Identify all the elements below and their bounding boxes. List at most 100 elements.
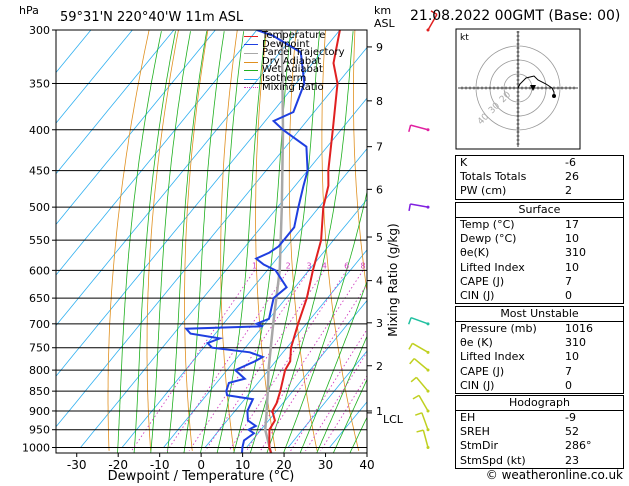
legend-swatch bbox=[244, 44, 258, 46]
mixing-ratio-line bbox=[259, 283, 367, 452]
wet-adiabat-line bbox=[316, 335, 367, 453]
storm-motion-dot bbox=[552, 94, 556, 98]
mixing-ratio-label: 8 bbox=[360, 261, 365, 270]
legend-label: Dry Adiabat bbox=[262, 55, 322, 67]
table-key: CIN (J) bbox=[460, 378, 495, 392]
table-value: 10 bbox=[565, 260, 579, 274]
mixing-ratio-label: 2 bbox=[286, 261, 291, 270]
table-key: StmSpd (kt) bbox=[460, 453, 526, 467]
table-row: CIN (J) 0 bbox=[456, 379, 623, 393]
wet-adiabat-line bbox=[299, 280, 367, 453]
table-key: Lifted Index bbox=[460, 260, 525, 274]
table-row: θe(K) 310 bbox=[456, 246, 623, 260]
mixing-ratio-line bbox=[188, 270, 310, 452]
wind-barb-base bbox=[426, 409, 430, 413]
mixing-ratio-line bbox=[246, 270, 364, 452]
mixing-ratio-label: 25 bbox=[428, 261, 438, 270]
legend-swatch bbox=[244, 78, 258, 80]
wind-barb-feather bbox=[408, 342, 414, 350]
datetime-title: 21.08.2022 00GMT (Base: 00) bbox=[410, 8, 621, 24]
wind-barbs bbox=[407, 10, 438, 449]
pressure-tick-label: 700 bbox=[29, 318, 50, 331]
height-tick-label: 7 bbox=[376, 141, 383, 154]
skewt-profiles bbox=[184, 30, 341, 453]
table-row: CAPE (J) 7 bbox=[456, 365, 623, 379]
table-value: 23 bbox=[565, 453, 579, 467]
isotherm-line bbox=[80, 97, 367, 448]
asl-label: ASL bbox=[374, 17, 395, 30]
temperature-tick-label: -10 bbox=[150, 458, 170, 472]
footer-credit: © weatheronline.co.uk bbox=[485, 468, 623, 482]
wet-adiabat-line bbox=[233, 31, 292, 453]
wind-barb bbox=[421, 412, 429, 430]
mixing-ratio-line bbox=[204, 270, 325, 452]
surface-table: Surface Temp (°C) 17 Dewp (°C) 10 θe(K) 310 Lif… bbox=[455, 202, 624, 305]
mixing-ratio-label: 6 bbox=[344, 261, 349, 270]
table-key: Dewp (°C) bbox=[460, 232, 517, 246]
table-value: 0 bbox=[565, 289, 572, 303]
wind-barb-base bbox=[426, 389, 430, 393]
wind-barb-base bbox=[426, 128, 430, 132]
table-key: PW (cm) bbox=[460, 184, 507, 198]
temperature-tick-label: 30 bbox=[318, 458, 333, 472]
table-row: CAPE (J) 7 bbox=[456, 275, 623, 289]
table-value: 7 bbox=[565, 274, 572, 288]
table-row: Pressure (mb) 1016 bbox=[456, 321, 623, 336]
height-tick-label: 8 bbox=[376, 95, 383, 108]
table-key: Totals Totals bbox=[460, 170, 527, 184]
height-tick-label: 6 bbox=[376, 183, 383, 196]
legend-swatch bbox=[244, 35, 258, 37]
wind-barb-base bbox=[426, 368, 430, 372]
pressure-tick-label: 500 bbox=[29, 201, 50, 214]
pressure-axis: 300 350 400 450 500 550 600 650 700 750 800 850 900 9… bbox=[22, 24, 56, 454]
pressure-tick-label: 950 bbox=[29, 424, 50, 437]
legend-item: Dewpoint bbox=[244, 39, 345, 50]
pressure-tick-label: 400 bbox=[29, 124, 50, 137]
parcel-trajectory-line bbox=[263, 30, 285, 453]
temperature-tick-label: 20 bbox=[276, 458, 291, 472]
wind-barb bbox=[410, 124, 429, 131]
table-value: 0 bbox=[565, 378, 572, 392]
mixing-ratio-label: 1 bbox=[252, 261, 257, 270]
wind-barb bbox=[410, 203, 429, 208]
hodograph-table: Hodograph EH -9 SREH 52 StmDir 286° StmSpd (kt)… bbox=[455, 395, 624, 469]
pressure-tick-label: 350 bbox=[29, 77, 50, 90]
table-row: Totals Totals 26 bbox=[456, 170, 623, 184]
table-value: 26 bbox=[565, 170, 579, 184]
height-tick-label: 2 bbox=[376, 360, 383, 373]
mixing-ratio-label: 20 bbox=[413, 261, 423, 270]
table-row: Temp (°C) 17 bbox=[456, 217, 623, 232]
legend-label: Wet Adiabat bbox=[262, 64, 323, 76]
mixing-ratio-line bbox=[290, 328, 367, 452]
temperature-tick-label: -20 bbox=[108, 458, 128, 472]
temperature-tick-label: 10 bbox=[235, 458, 250, 472]
wet-adiabat-line bbox=[117, 31, 162, 453]
wind-barb bbox=[415, 376, 429, 392]
table-value: 7 bbox=[565, 364, 572, 378]
legend-swatch bbox=[244, 61, 258, 63]
table-value: 52 bbox=[565, 425, 579, 439]
isotherm-line bbox=[56, 30, 175, 175]
table-row: SREH 52 bbox=[456, 425, 623, 439]
height-tick-label: 9 bbox=[376, 41, 383, 54]
hpa-label: hPa bbox=[19, 4, 39, 17]
wind-barb-feather bbox=[416, 429, 424, 433]
legend-swatch bbox=[244, 70, 258, 72]
wind-barb-base bbox=[426, 205, 430, 209]
table-title: Hodograph bbox=[509, 396, 570, 409]
unstable-table: Most Unstable Pressure (mb) 1016 θe (K) 310 L… bbox=[455, 306, 624, 395]
wet-adiabat-line bbox=[332, 378, 367, 453]
dry-adiabat-line bbox=[321, 30, 360, 452]
pressure-tick-label: 850 bbox=[29, 385, 50, 398]
wind-barb bbox=[418, 394, 429, 412]
table-key: Pressure (mb) bbox=[460, 322, 537, 335]
skewt-plot-area: 1 2 3 4 6 8 10 16 20 25 bbox=[56, 30, 438, 453]
mixing-ratio-line bbox=[305, 351, 367, 452]
x-axis-title: Dewpoint / Temperature (°C) bbox=[108, 469, 295, 484]
legend-item: Isotherm bbox=[244, 74, 345, 84]
indices-table: K -6 Totals Totals 26 PW (cm) 2 bbox=[455, 155, 624, 200]
table-row: θe (K) 310 bbox=[456, 336, 623, 350]
table-row: PW (cm) 2 bbox=[456, 184, 623, 198]
